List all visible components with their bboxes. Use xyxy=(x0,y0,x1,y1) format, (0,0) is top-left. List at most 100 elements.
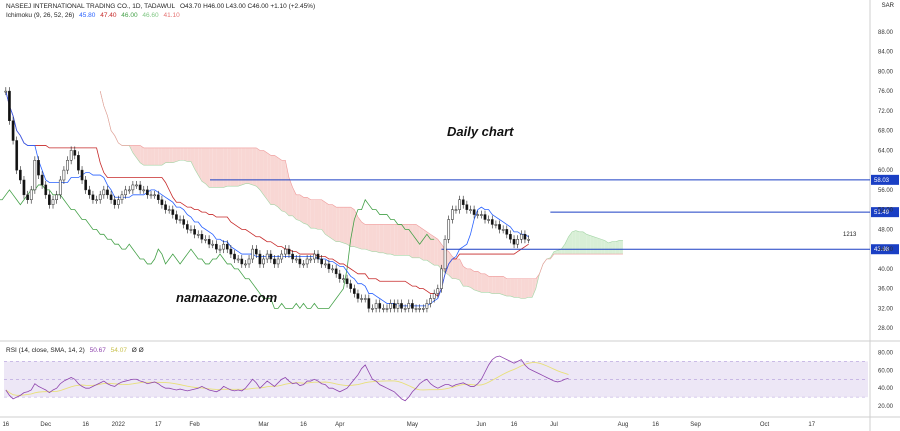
candle-body xyxy=(345,278,349,284)
candle-body xyxy=(519,234,523,240)
candle-body xyxy=(84,179,88,191)
cloud-segment xyxy=(216,147,220,188)
ichimoku-value-lagging: 46.00 xyxy=(121,12,138,19)
symbol-header: NASEEJ INTERNATIONAL TRADING CO., 1D, TA… xyxy=(6,3,318,10)
price-tick-label: 56.00 xyxy=(878,188,894,194)
candle-body xyxy=(349,283,353,289)
candle-body xyxy=(127,189,131,192)
rsi-line xyxy=(5,355,569,402)
candle-body xyxy=(403,308,407,310)
cloud-segment xyxy=(187,147,191,162)
cloud-segment xyxy=(241,147,246,185)
candle-body xyxy=(215,243,218,250)
candle-body xyxy=(469,209,472,211)
time-tick-label: 16 xyxy=(652,422,659,428)
cloud-segment xyxy=(430,234,435,266)
price-tag-label: 58.03 xyxy=(874,178,890,184)
candle-body xyxy=(4,90,8,93)
candle-body xyxy=(371,308,374,310)
time-tick-label: 16 xyxy=(511,422,518,428)
candles xyxy=(4,87,530,313)
cloud-segment xyxy=(481,273,486,293)
candle-body xyxy=(465,204,469,210)
candle-body xyxy=(204,239,207,241)
candle-body xyxy=(146,189,149,196)
candle-body xyxy=(356,293,360,299)
candle-body xyxy=(436,288,440,294)
candle-body xyxy=(69,150,73,161)
time-tick-label: 16 xyxy=(300,422,307,428)
candle-body xyxy=(26,194,29,200)
candle-body xyxy=(164,204,167,210)
cloud-segment xyxy=(198,147,202,182)
candle-body xyxy=(313,253,316,260)
candle-body xyxy=(15,140,19,171)
rsi-tick-label: 20.00 xyxy=(878,404,894,410)
ichimoku-legend[interactable]: Ichimoku (9, 26, 52, 26) 45.80 47.40 46.… xyxy=(6,12,183,19)
cloud-segment xyxy=(586,234,591,255)
cloud-segment xyxy=(143,147,148,166)
cloud-segment xyxy=(136,145,141,163)
candle-body xyxy=(117,199,120,205)
symbol-line: NASEEJ INTERNATIONAL TRADING CO., 1D, TA… xyxy=(6,3,176,10)
time-tick-label: 16 xyxy=(2,422,9,428)
candle-body xyxy=(320,258,323,265)
rsi-tick-label: 80.00 xyxy=(878,350,894,356)
rsi-legend[interactable]: RSI (14, close, SMA, 14, 2) 50.67 54.07 … xyxy=(6,347,147,354)
price-tag-label: 51.49 xyxy=(874,210,890,216)
candle-body xyxy=(142,189,146,192)
cloud-segment xyxy=(321,199,326,235)
cloud-segment xyxy=(619,240,623,255)
lagging-span-line xyxy=(0,184,435,310)
cloud-segment xyxy=(172,147,177,163)
cloud-segment xyxy=(299,194,304,224)
candle-body xyxy=(95,199,98,201)
cloud-segment xyxy=(238,147,242,187)
cloud-segment xyxy=(354,209,358,248)
cloud-segment xyxy=(593,236,598,255)
cloud-segment xyxy=(503,276,507,297)
cloud-segment xyxy=(220,147,224,188)
price-tag[interactable] xyxy=(871,244,899,255)
candle-body xyxy=(240,258,244,265)
candle-body xyxy=(80,169,84,181)
cloud-segment xyxy=(343,207,348,245)
price-tick-label: 72.00 xyxy=(878,109,894,115)
candle-body xyxy=(106,189,109,196)
candle-body xyxy=(193,229,196,235)
ichimoku-label: Ichimoku (9, 26, 52, 26) xyxy=(6,12,75,19)
candle-body xyxy=(200,234,204,240)
candle-body xyxy=(316,253,320,260)
price-tag[interactable] xyxy=(871,174,899,185)
price-tick-label: 80.00 xyxy=(878,69,894,75)
candle-body xyxy=(167,209,171,211)
cloud-segment xyxy=(176,147,181,162)
candle-body xyxy=(218,248,222,251)
candle-body xyxy=(294,258,298,261)
cloud-segment xyxy=(212,147,217,188)
candle-body xyxy=(323,263,327,266)
cloud-segment xyxy=(318,199,322,230)
leading-span-a-line xyxy=(99,91,623,299)
cloud-segment xyxy=(278,157,282,211)
candle-body xyxy=(120,194,124,200)
cloud-segment xyxy=(601,239,605,255)
cloud-segment xyxy=(499,276,504,295)
candle-body xyxy=(225,243,229,250)
cloud-segment xyxy=(463,266,467,287)
candle-body xyxy=(77,155,80,171)
cloud-segment xyxy=(292,187,297,220)
candle-body xyxy=(222,243,225,250)
rsi-ma-value: 54.07 xyxy=(110,347,127,354)
candle-body xyxy=(37,160,40,176)
candle-body xyxy=(189,229,193,231)
cloud-segment xyxy=(183,147,188,162)
candle-body xyxy=(211,243,215,246)
price-tag[interactable] xyxy=(871,207,899,218)
candle-body xyxy=(160,199,164,205)
cloud-segment xyxy=(325,202,329,237)
candle-body xyxy=(440,268,443,289)
cloud-segment xyxy=(180,147,184,161)
cloud-segment xyxy=(288,177,293,216)
